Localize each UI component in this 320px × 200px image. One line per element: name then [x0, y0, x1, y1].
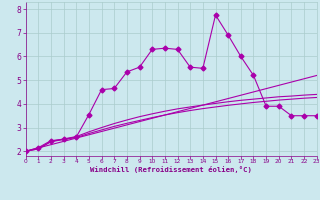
X-axis label: Windchill (Refroidissement éolien,°C): Windchill (Refroidissement éolien,°C)	[90, 166, 252, 173]
